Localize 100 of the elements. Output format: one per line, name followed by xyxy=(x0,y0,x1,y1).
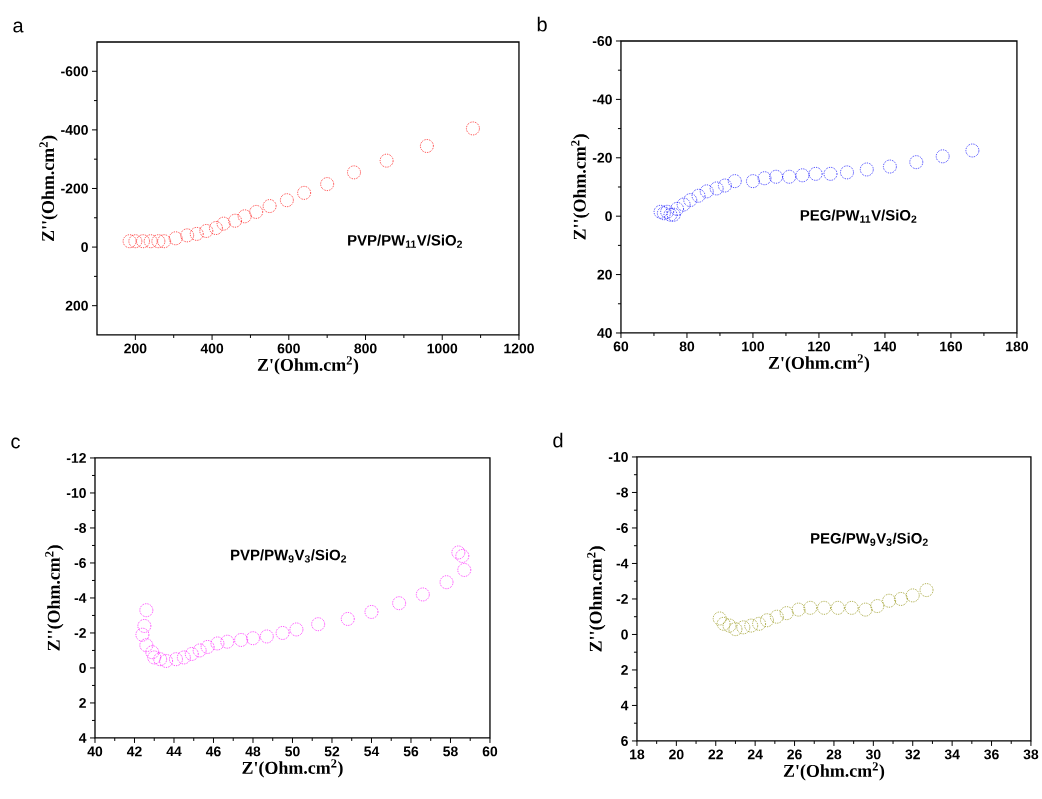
x-axis-title: Z'(Ohm.cm$^{2}$) xyxy=(783,762,885,781)
point xyxy=(830,600,845,615)
point xyxy=(311,617,326,632)
point xyxy=(135,627,150,642)
point xyxy=(415,587,430,602)
point xyxy=(275,626,290,640)
y-axis-title: Z''(Ohm.cm$^{2}$) xyxy=(571,134,590,240)
point xyxy=(858,602,873,617)
point xyxy=(736,620,751,635)
x-tick-label: 100 xyxy=(742,341,765,352)
point xyxy=(670,202,684,216)
point xyxy=(347,165,361,180)
y-tick-label: 4 xyxy=(78,733,87,743)
point xyxy=(457,563,472,577)
x-tick-label: 800 xyxy=(354,343,377,354)
point xyxy=(870,599,885,613)
point xyxy=(769,609,784,624)
x-tick-label: 26 xyxy=(787,749,802,760)
point xyxy=(451,545,466,560)
point xyxy=(151,234,166,249)
x-tick-label: 1200 xyxy=(504,343,534,354)
y-axis-title: Z''(Ohm.cm$^{2}$) xyxy=(45,545,64,651)
y-tick-label: -10 xyxy=(66,488,86,498)
point xyxy=(234,633,249,647)
x-tick-label: 160 xyxy=(940,341,962,352)
x-tick-label: 60 xyxy=(482,746,498,757)
point xyxy=(192,643,207,658)
point xyxy=(803,600,818,615)
x-tick-label: 120 xyxy=(808,341,831,352)
point xyxy=(157,234,172,249)
y-tick-label: -4 xyxy=(616,558,629,569)
x-tick-label: 600 xyxy=(277,343,300,354)
chart-title: c xyxy=(11,437,20,449)
point xyxy=(760,613,774,628)
point xyxy=(746,174,760,189)
point xyxy=(379,153,394,168)
x-tick-label: 32 xyxy=(905,749,920,760)
point xyxy=(209,221,223,235)
y-tick-label: -8 xyxy=(74,523,87,533)
x-tick-label: 80 xyxy=(679,341,695,352)
y-tick-label: -60 xyxy=(592,36,612,46)
point xyxy=(676,197,691,212)
y-tick-label: 20 xyxy=(597,269,612,280)
point xyxy=(882,159,897,174)
y-tick-label: 4 xyxy=(620,700,629,711)
x-tick-label: 52 xyxy=(324,746,340,757)
y-tick-label: 0 xyxy=(621,629,628,640)
point xyxy=(289,622,304,637)
point xyxy=(159,654,173,668)
point xyxy=(691,188,706,203)
x-tick-label: 30 xyxy=(865,749,881,760)
point xyxy=(699,184,714,199)
x-tick-label: 46 xyxy=(205,746,221,757)
x-tick-label: 1000 xyxy=(427,343,458,354)
x-axis-title: Z'(Ohm.cm$^{2}$) xyxy=(257,356,359,375)
point xyxy=(817,600,831,615)
point xyxy=(340,612,355,626)
point xyxy=(905,588,920,603)
x-tick-label: 38 xyxy=(1023,749,1039,760)
x-tick-label: 36 xyxy=(984,749,999,760)
chart-title: a xyxy=(13,21,24,33)
point xyxy=(935,149,950,164)
x-tick-label: 140 xyxy=(874,341,896,352)
point xyxy=(728,622,743,637)
x-tick-label: 24 xyxy=(747,749,763,760)
x-tick-label: 50 xyxy=(285,746,300,757)
chart-title: b xyxy=(537,16,547,32)
x-tick-label: 34 xyxy=(944,749,960,760)
point xyxy=(199,224,214,238)
point xyxy=(216,216,231,231)
point xyxy=(439,575,454,590)
point xyxy=(364,605,379,619)
point xyxy=(320,177,335,192)
point xyxy=(153,652,168,667)
x-tick-label: 20 xyxy=(669,749,684,760)
y-tick-label: -12 xyxy=(66,453,86,463)
annotation: PEG/PW$_{11}$V/SiO$_{2}$ xyxy=(800,209,917,223)
y-axis-title: Z''(Ohm.cm$^{2}$) xyxy=(587,546,606,652)
point xyxy=(709,181,724,196)
y-tick-label: -8 xyxy=(616,487,629,498)
point xyxy=(147,650,162,665)
point xyxy=(246,631,260,646)
point xyxy=(716,616,731,631)
point xyxy=(859,162,874,177)
point xyxy=(455,549,470,563)
point xyxy=(139,638,154,653)
x-tick-label: 44 xyxy=(166,746,182,757)
x-tick-label: 56 xyxy=(403,746,419,757)
y-axis-title: Z''(Ohm.cm$^{2}$) xyxy=(39,135,58,242)
y-tick-label: 40 xyxy=(597,328,612,338)
y-tick-label: -20 xyxy=(592,152,612,163)
point xyxy=(718,178,732,193)
point xyxy=(712,611,727,626)
point xyxy=(769,169,783,184)
y-tick-label: 6 xyxy=(621,736,628,746)
point xyxy=(392,596,407,611)
point xyxy=(136,234,150,249)
point xyxy=(795,168,810,183)
point xyxy=(176,650,191,665)
x-axis-title: Z'(Ohm.cm$^{2}$) xyxy=(768,354,870,373)
